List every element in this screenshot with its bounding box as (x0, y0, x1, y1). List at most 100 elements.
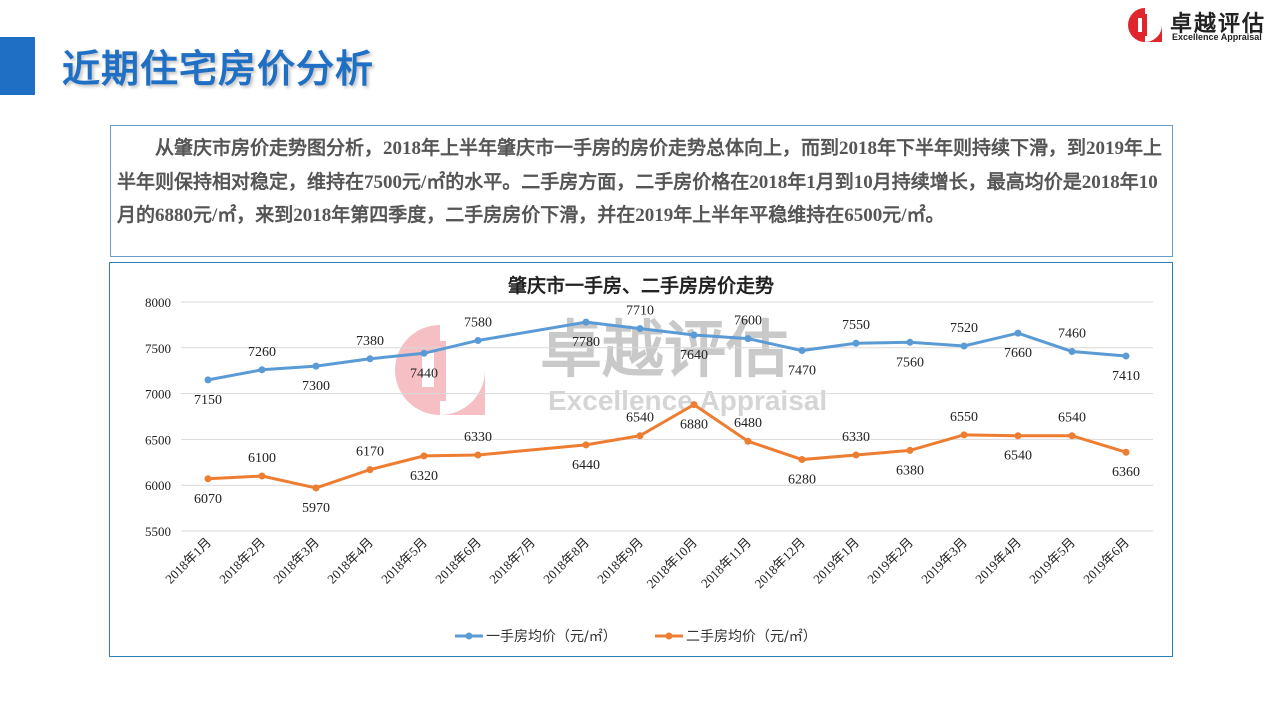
data-point (744, 437, 752, 445)
data-point (366, 355, 374, 363)
data-point (906, 338, 914, 346)
data-label: 6360 (1112, 465, 1140, 480)
y-tick-label: 7000 (145, 387, 171, 402)
data-point (582, 318, 590, 326)
data-point (312, 484, 320, 492)
data-point (852, 451, 860, 459)
analysis-text: 从肇庆市房价走势图分析，2018年上半年肇庆市一手房的房价走势总体向上，而到20… (110, 125, 1173, 257)
data-label: 6070 (194, 492, 222, 507)
data-label: 6330 (464, 430, 492, 445)
x-tick-label: 2019年2月 (864, 535, 916, 587)
x-tick-label: 2018年10月 (644, 535, 701, 592)
data-label: 7780 (572, 335, 600, 350)
data-label: 5970 (302, 501, 330, 516)
data-label: 7550 (842, 318, 870, 333)
data-point (744, 335, 752, 343)
data-point (474, 336, 482, 344)
data-label: 7520 (950, 321, 978, 336)
data-label: 7300 (302, 379, 330, 394)
data-point (204, 475, 212, 483)
logo-english-name: Excellence Appraisal (1172, 32, 1262, 42)
data-point (1014, 329, 1022, 337)
watermark-english: Excellence Appraisal (548, 385, 827, 416)
y-tick-label: 5500 (145, 524, 171, 539)
x-tick-label: 2018年2月 (216, 535, 268, 587)
data-point (258, 366, 266, 374)
watermark: 卓越评估 Excellence Appraisal (395, 313, 827, 416)
data-label: 7560 (896, 355, 924, 370)
x-tick-label: 2019年3月 (918, 535, 970, 587)
data-label: 6540 (1004, 449, 1032, 464)
brand-logo: 卓越评估 Excellence Appraisal (1126, 6, 1276, 44)
legend-marker (665, 632, 673, 640)
x-tick-label: 2019年6月 (1080, 535, 1132, 587)
logo-mark-icon (1128, 8, 1162, 42)
title-accent-bar (0, 37, 35, 95)
data-label: 7600 (734, 314, 762, 329)
data-point (582, 441, 590, 449)
y-tick-label: 7500 (145, 341, 171, 356)
data-point (1068, 432, 1076, 440)
data-label: 7260 (248, 345, 276, 360)
data-label: 6540 (626, 411, 654, 426)
data-label: 6540 (1058, 411, 1086, 426)
data-label: 7150 (194, 393, 222, 408)
x-tick-label: 2018年8月 (540, 535, 592, 587)
legend-label: 二手房均价（元/㎡） (686, 629, 817, 645)
data-point (960, 342, 968, 350)
x-tick-label: 2018年7月 (486, 535, 538, 587)
x-tick-label: 2018年4月 (324, 535, 376, 587)
data-label: 6380 (896, 463, 924, 478)
data-label: 7640 (680, 348, 708, 363)
page-title: 近期住宅房价分析 (62, 47, 375, 91)
chart-title: 肇庆市一手房、二手房房价走势 (508, 274, 774, 297)
watermark-chinese: 卓越评估 (540, 313, 788, 386)
data-label: 6330 (842, 430, 870, 445)
x-tick-label: 2019年5月 (1026, 535, 1078, 587)
data-point (798, 347, 806, 355)
x-tick-label: 2019年4月 (972, 535, 1024, 587)
data-point (1068, 347, 1076, 355)
x-tick-label: 2018年11月 (698, 535, 754, 591)
legend-marker (465, 632, 473, 640)
x-tick-label: 2018年9月 (594, 535, 646, 587)
data-label: 7440 (410, 366, 438, 381)
data-point (960, 431, 968, 439)
legend-label: 一手房均价（元/㎡） (486, 629, 617, 645)
data-label: 6440 (572, 458, 600, 473)
y-tick-label: 8000 (145, 295, 171, 310)
data-point (906, 446, 914, 454)
data-point (420, 349, 428, 357)
data-point (366, 466, 374, 474)
data-point (474, 451, 482, 459)
y-tick-label: 6000 (145, 478, 171, 493)
x-tick-label: 2018年6月 (432, 535, 484, 587)
data-point (798, 456, 806, 464)
data-point (636, 432, 644, 440)
x-tick-label: 2018年12月 (752, 535, 809, 592)
data-point (420, 452, 428, 460)
x-tick-label: 2018年3月 (270, 535, 322, 587)
data-label: 6880 (680, 418, 708, 433)
data-point (1122, 352, 1130, 360)
x-tick-label: 2018年5月 (378, 535, 430, 587)
data-label: 6170 (356, 445, 384, 460)
data-point (1014, 432, 1022, 440)
series-line-2 (207, 402, 1127, 490)
data-label: 6280 (788, 473, 816, 488)
chart-svg: 卓越评估 Excellence Appraisal 肇庆市一手房、二手房房价走势… (145, 274, 1153, 645)
data-point (690, 331, 698, 339)
data-point (204, 376, 212, 384)
data-label: 7470 (788, 364, 816, 379)
data-label: 6100 (248, 451, 276, 466)
data-label: 6320 (410, 469, 438, 484)
data-label: 7410 (1112, 369, 1140, 384)
x-tick-label: 2019年1月 (810, 535, 862, 587)
logo-chinese-name: 卓越评估 (1170, 11, 1267, 37)
data-label: 7710 (626, 304, 654, 319)
x-tick-label: 2018年1月 (162, 535, 214, 587)
data-label: 6550 (950, 410, 978, 425)
data-label: 7380 (356, 334, 384, 349)
data-point (690, 401, 698, 409)
data-point (258, 472, 266, 480)
